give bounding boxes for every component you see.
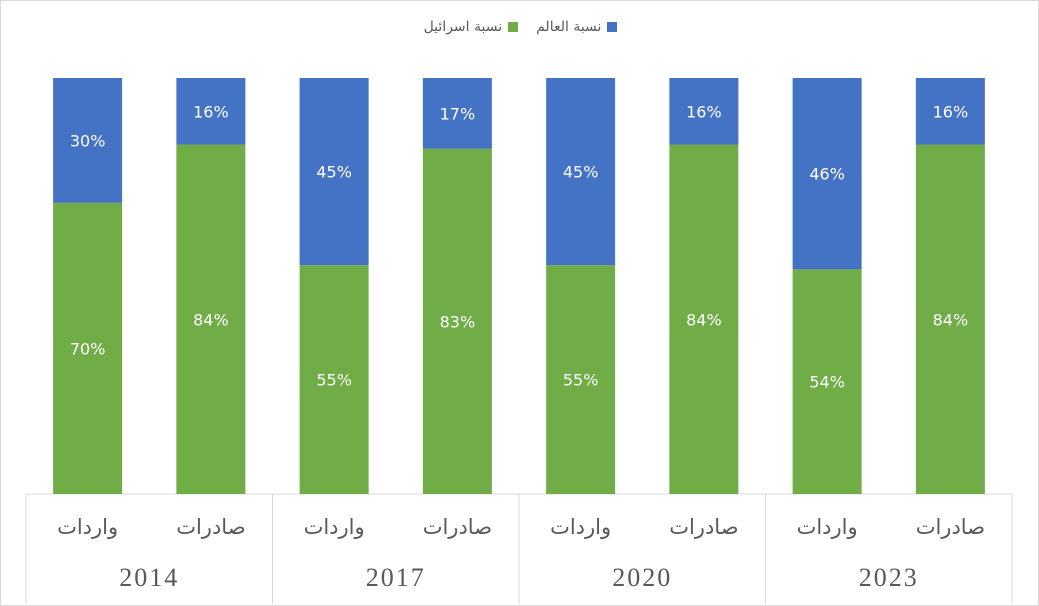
bar-world-2017-1: [422, 78, 492, 149]
year-label-2017: 2017: [366, 563, 426, 592]
category-label: واردات: [304, 515, 365, 539]
legend-item-world: نسبة العالم: [536, 19, 618, 35]
category-label: صادرات: [669, 515, 738, 539]
data-label-israel: 83%: [440, 312, 476, 331]
data-label-world: 45%: [316, 163, 352, 182]
bar-israel-2017-0: [299, 265, 369, 494]
bar-israel-2023-1: [915, 144, 985, 494]
year-label-2020: 2020: [612, 563, 672, 592]
legend-label-world: نسبة العالم: [536, 19, 602, 35]
bar-world-2020-0: [546, 78, 616, 266]
legend: نسبة العالم نسبة اسرائيل: [1, 19, 1039, 35]
category-label: واردات: [57, 515, 118, 539]
legend-swatch-world: [607, 22, 618, 32]
data-label-world: 16%: [193, 102, 229, 121]
category-label: صادرات: [423, 515, 492, 539]
data-label-israel: 84%: [686, 310, 722, 329]
bar-world-2014-0: [53, 78, 123, 203]
year-label-2014: 2014: [119, 563, 179, 592]
bar-israel-2020-0: [546, 265, 616, 494]
data-label-israel: 84%: [933, 310, 969, 329]
data-label-israel: 70%: [70, 339, 106, 358]
bar-israel-2014-0: [53, 202, 123, 495]
category-label: صادرات: [916, 515, 985, 539]
bar-israel-2020-1: [669, 144, 739, 494]
bar-world-2023-0: [792, 78, 862, 270]
year-label-2023: 2023: [859, 563, 919, 592]
data-label-israel: 55%: [563, 371, 599, 390]
data-label-world: 46%: [809, 165, 845, 184]
bar-world-2017-0: [299, 78, 369, 266]
category-label: واردات: [550, 515, 611, 539]
bar-israel-2014-1: [176, 144, 246, 494]
data-label-world: 16%: [933, 102, 969, 121]
legend-swatch-israel: [508, 22, 519, 32]
bar-world-2014-1: [176, 78, 246, 145]
category-label: صادرات: [176, 515, 245, 539]
legend-label-israel: نسبة اسرائيل: [423, 19, 503, 35]
category-label: واردات: [797, 515, 858, 539]
data-label-world: 45%: [563, 163, 599, 182]
data-label-israel: 55%: [316, 371, 352, 390]
data-label-israel: 54%: [809, 373, 845, 392]
data-label-israel: 84%: [193, 310, 229, 329]
bar-israel-2023-0: [792, 269, 862, 494]
bar-world-2020-1: [669, 78, 739, 145]
data-label-world: 17%: [440, 104, 476, 123]
bar-world-2023-1: [915, 78, 985, 145]
bar-israel-2017-1: [422, 148, 492, 494]
data-label-world: 30%: [70, 131, 106, 150]
legend-item-israel: نسبة اسرائيل: [424, 19, 519, 35]
data-label-world: 16%: [686, 102, 722, 121]
